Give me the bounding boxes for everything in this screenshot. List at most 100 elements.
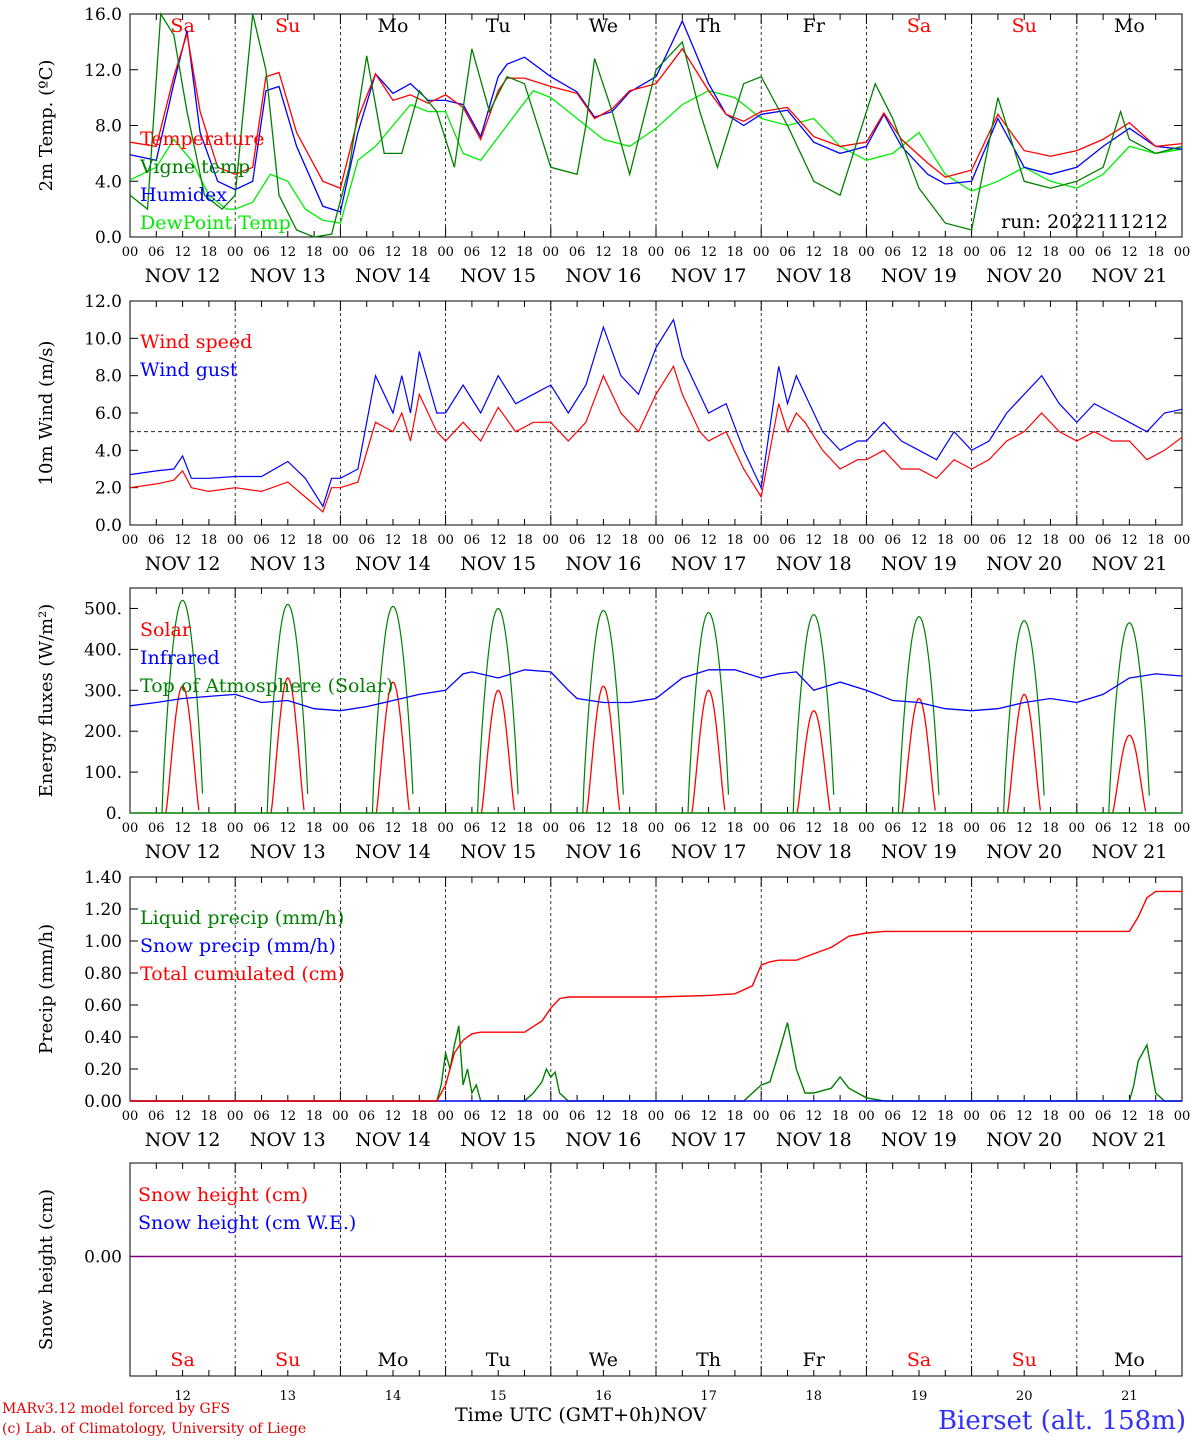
- hour-tick-label: 12: [1121, 533, 1138, 548]
- legend-wind-speed: Wind speed: [140, 331, 252, 353]
- weekday-label: Mo: [378, 15, 409, 37]
- hour-tick-label: 12: [385, 533, 402, 548]
- hour-tick-label: 12: [806, 533, 823, 548]
- day-label: NOV 20: [986, 841, 1062, 863]
- hour-tick-label: 00: [648, 821, 665, 836]
- hour-tick-label: 06: [569, 1109, 586, 1124]
- hour-tick-label: 18: [201, 1109, 218, 1124]
- hour-tick-label: 12: [595, 245, 612, 260]
- toa-solar-curve: [582, 609, 624, 814]
- hour-tick-label: 18: [621, 533, 638, 548]
- y-tick-label: 0.: [106, 804, 122, 824]
- series-vigne-temp: [129, 11, 1183, 238]
- day-label: NOV 14: [355, 841, 431, 863]
- series-infrared: [129, 669, 1183, 712]
- weekday-label: Th: [696, 15, 721, 37]
- hour-tick-label: 06: [464, 533, 481, 548]
- y-tick-label: 1.40: [84, 868, 122, 888]
- lab-credit: (c) Lab. of Climatology, University of L…: [2, 1421, 307, 1437]
- day-label: NOV 14: [355, 265, 431, 287]
- hour-tick-label: 18: [306, 533, 323, 548]
- hour-tick-label: 06: [464, 245, 481, 260]
- weekday-label: Su: [275, 1349, 300, 1371]
- hour-tick-label: 18: [832, 533, 849, 548]
- day-label: NOV 18: [776, 841, 852, 863]
- hour-tick-label: 00: [1069, 1109, 1086, 1124]
- weekday-label: We: [589, 1349, 618, 1371]
- hour-tick-label: 12: [280, 1109, 297, 1124]
- hour-tick-label: 12: [1016, 533, 1033, 548]
- hour-tick-label: 12: [1016, 821, 1033, 836]
- legend-vigne-temp: Vigne temp: [139, 156, 250, 178]
- day-label: NOV 21: [1091, 841, 1167, 863]
- y-tick-label: 0.00: [84, 1248, 122, 1268]
- hour-tick-label: 06: [674, 245, 691, 260]
- y-tick-label: 10.0: [84, 329, 122, 349]
- toa-solar-curve: [1003, 620, 1045, 814]
- weekday-label: Fr: [803, 15, 826, 37]
- hour-tick-label: 12: [280, 821, 297, 836]
- day-label: NOV 12: [145, 265, 221, 287]
- legend-wind-gust: Wind gust: [140, 359, 238, 381]
- hour-tick-label: 00: [332, 821, 349, 836]
- hour-tick-label: 12: [911, 821, 928, 836]
- legend-solar: Solar: [140, 619, 192, 641]
- station-name: Bierset (alt. 158m): [937, 1406, 1186, 1436]
- hour-tick-label: 12: [174, 821, 191, 836]
- hour-tick-label: 18: [1147, 533, 1164, 548]
- hour-tick-label: 12: [490, 821, 507, 836]
- weekday-label: Mo: [378, 1349, 409, 1371]
- day-label: NOV 13: [250, 553, 326, 575]
- hour-tick-label: 18: [621, 245, 638, 260]
- hour-tick-label: 06: [779, 1109, 796, 1124]
- hour-tick-label: 00: [227, 245, 244, 260]
- solar-curve: [480, 689, 516, 814]
- hour-tick-label: 12: [174, 245, 191, 260]
- series-wind-gust: [129, 318, 1183, 508]
- day-label: NOV 19: [881, 1129, 957, 1151]
- hour-tick-label: 12: [700, 533, 717, 548]
- y-tick-label: 0.00: [84, 1092, 122, 1112]
- day-label: NOV 20: [986, 1129, 1062, 1151]
- hour-tick-label: 00: [332, 533, 349, 548]
- legend-snow-height-cm-w-e-: Snow height (cm W.E.): [138, 1212, 356, 1234]
- y-tick-label: 6.0: [95, 404, 122, 424]
- legend-infrared: Infrared: [140, 647, 220, 669]
- hour-tick-label: 06: [884, 1109, 901, 1124]
- y-tick-label: 0.40: [84, 1028, 122, 1048]
- hour-tick-label: 00: [332, 245, 349, 260]
- solar-curve: [1112, 734, 1147, 814]
- hour-tick-label: 18: [621, 821, 638, 836]
- hour-tick-label: 06: [148, 245, 165, 260]
- hour-tick-label: 18: [516, 821, 533, 836]
- hour-tick-label: 06: [569, 821, 586, 836]
- y-axis-label: Energy fluxes (W/m²): [36, 604, 57, 798]
- hour-tick-label: 18: [201, 821, 218, 836]
- day-label: NOV 12: [145, 841, 221, 863]
- y-tick-label: 4.0: [95, 441, 122, 461]
- hour-tick-label: 18: [306, 245, 323, 260]
- hour-tick-label: 06: [779, 821, 796, 836]
- day-number-label: 14: [385, 1389, 402, 1404]
- y-tick-label: 300.: [84, 681, 122, 701]
- toa-solar-curve: [477, 607, 519, 814]
- hour-tick-label: 12: [700, 821, 717, 836]
- hour-tick-label: 18: [727, 821, 744, 836]
- hour-tick-label: 12: [911, 1109, 928, 1124]
- run-annotation: run: 2022111212: [1001, 211, 1168, 233]
- hour-tick-label: 18: [516, 533, 533, 548]
- day-number-label: 21: [1121, 1389, 1138, 1404]
- toa-solar-curve: [371, 605, 414, 814]
- hour-tick-label: 06: [253, 821, 270, 836]
- day-label: NOV 19: [881, 265, 957, 287]
- day-label: NOV 17: [671, 265, 747, 287]
- hour-tick-label: 12: [385, 1109, 402, 1124]
- hour-tick-label: 06: [1095, 533, 1112, 548]
- hour-tick-label: 06: [253, 533, 270, 548]
- y-tick-label: 100.: [84, 763, 122, 783]
- series-humidex: [129, 19, 1183, 213]
- hour-tick-label: 00: [122, 245, 139, 260]
- weekday-label: Mo: [1114, 1349, 1145, 1371]
- hour-tick-label: 18: [727, 1109, 744, 1124]
- day-number-label: 19: [911, 1389, 928, 1404]
